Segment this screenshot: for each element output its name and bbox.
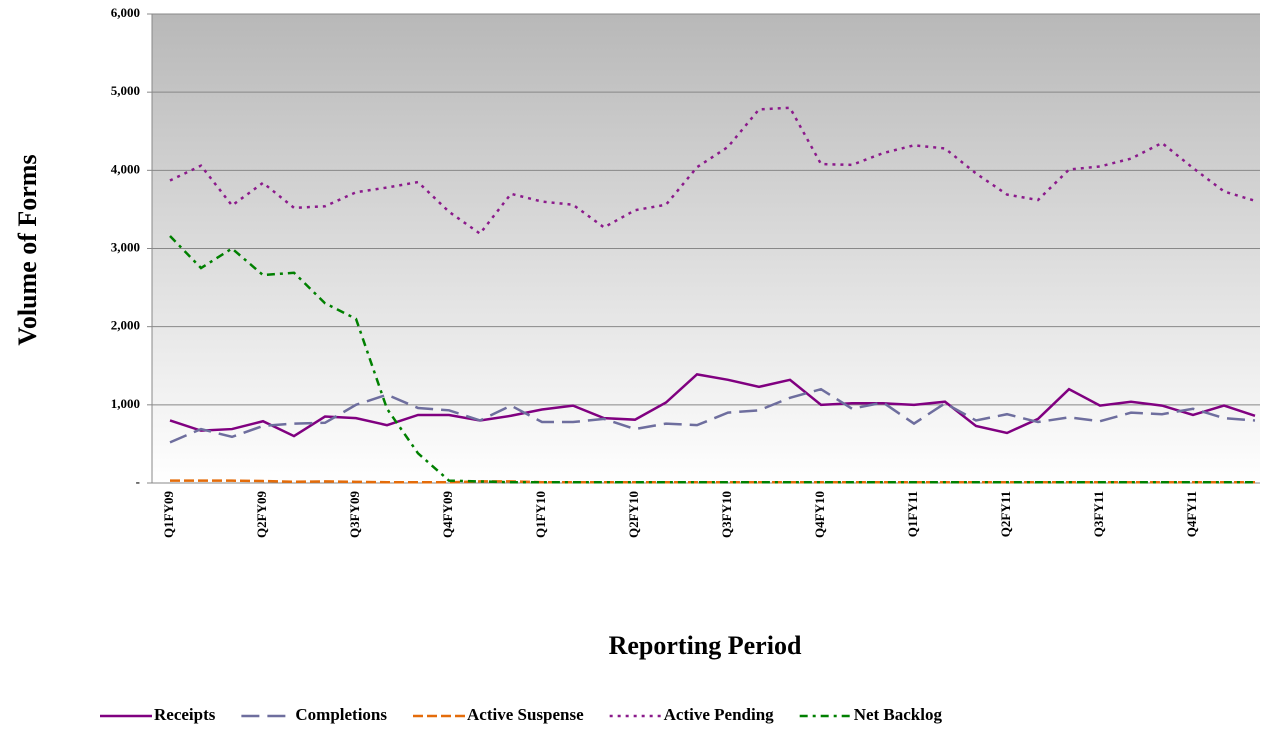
- x-tick-label: Q3FY09: [347, 491, 362, 538]
- x-tick-label: Q1FY10: [533, 491, 548, 538]
- legend-label: Receipts: [154, 705, 216, 724]
- x-tick-label: Q1FY11: [905, 491, 920, 537]
- legend-label: Net Backlog: [854, 705, 943, 724]
- x-tick-label: Q1FY09: [161, 491, 176, 538]
- y-tick-label: -: [136, 474, 140, 489]
- x-tick-label: Q4FY09: [440, 491, 455, 538]
- x-tick-label: Q4FY11: [1184, 491, 1199, 537]
- x-tick-label: Q2FY10: [626, 491, 641, 538]
- x-tick-label: Q3FY10: [719, 491, 734, 538]
- legend-label: Completions: [295, 705, 387, 724]
- series-line: [169, 387, 1256, 444]
- y-tick-label: 2,000: [111, 318, 140, 333]
- x-tick-label: Q2FY09: [254, 491, 269, 538]
- y-tick-label: 1,000: [111, 396, 140, 411]
- legend-label: Active Suspense: [467, 705, 584, 724]
- y-tick-label: 5,000: [111, 83, 140, 98]
- series-line: [169, 373, 1256, 438]
- legend-label: Active Pending: [664, 705, 775, 724]
- series-line: [169, 106, 1256, 236]
- x-tick-label: Q4FY10: [812, 491, 827, 538]
- y-tick-label: 3,000: [111, 239, 140, 254]
- x-tick-label: Q2FY11: [998, 491, 1013, 537]
- x-tick-label: Q3FY11: [1091, 491, 1106, 537]
- y-tick-label: 6,000: [111, 5, 140, 20]
- y-tick-label: 4,000: [111, 161, 140, 176]
- x-axis-title: Reporting Period: [609, 631, 802, 660]
- series-line: [170, 479, 1255, 484]
- series-line: [169, 235, 1255, 484]
- y-axis-title: Volume of Forms: [13, 154, 42, 345]
